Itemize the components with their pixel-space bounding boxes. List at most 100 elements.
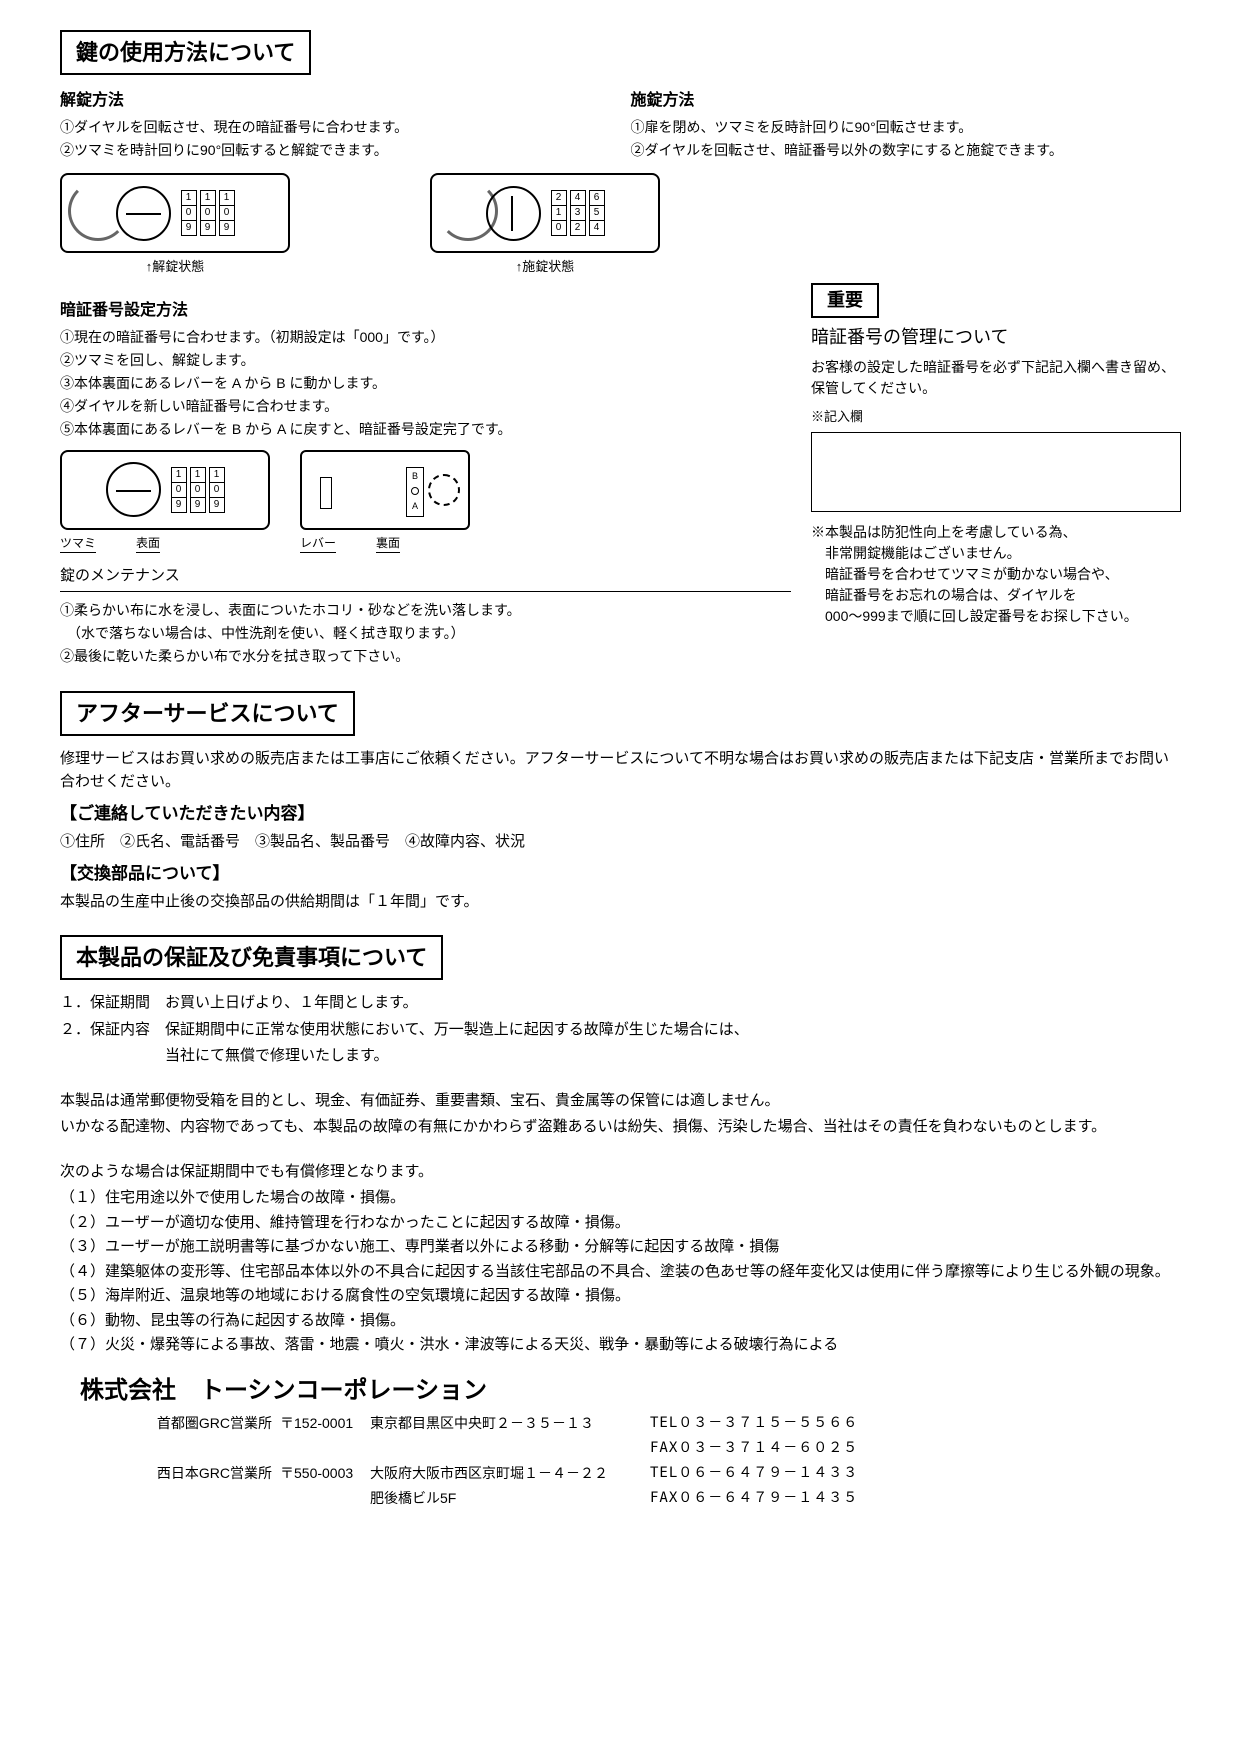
unlock-diagram: 109109109 xyxy=(60,173,290,253)
disclaimer-4: 暗証番号をお忘れの場合は、ダイヤルを xyxy=(811,585,1181,606)
front-dials: 109109109 xyxy=(171,467,225,513)
knob-icon xyxy=(106,462,161,517)
parts-text: 本製品の生産中止後の交換部品の供給期間は「１年間」です。 xyxy=(60,891,1181,914)
warranty-item: （７）火災・爆発等による事故、落雷・地震・噴火・洪水・津波等による天災、戦争・暴… xyxy=(60,1334,1181,1357)
unlock-dials: 109109109 xyxy=(181,190,235,236)
office-fax: FAX０３－３７１４－６０２５ xyxy=(650,1438,910,1459)
section-key-usage-title: 鍵の使用方法について xyxy=(60,30,311,75)
dial-digit: 5 xyxy=(590,206,604,221)
dial-digit: 4 xyxy=(590,221,604,235)
dial-digit: 1 xyxy=(201,191,215,206)
contact-heading: 【ご連絡していただきたい内容】 xyxy=(60,801,1181,827)
pin-step-1: ①現在の暗証番号に合わせます。（初期設定は「000」です。） xyxy=(60,327,791,348)
warranty-l2b: 当社にて無償で修理いたします。 xyxy=(60,1045,1181,1068)
dial-digit: 1 xyxy=(210,468,224,483)
dial-digit: 0 xyxy=(201,206,215,221)
warranty-l1: １．保証期間 お買い上日げより、１年間とします。 xyxy=(60,992,1181,1015)
parts-heading: 【交換部品について】 xyxy=(60,861,1181,887)
tsumami-label: ツマミ xyxy=(60,534,96,553)
disclaimer-1: ※本製品は防犯性向上を考慮している為、 xyxy=(811,522,1181,543)
warranty-p2a: 本製品は通常郵便物受箱を目的とし、現金、有価証券、重要書類、宝石、貴金属等の保管… xyxy=(60,1090,1181,1113)
note-input-box[interactable] xyxy=(811,432,1181,512)
office-zip: 〒152-0001 xyxy=(280,1413,370,1434)
lock-dials: 210432654 xyxy=(551,190,605,236)
pin-step-3: ③本体裏面にあるレバーを A から B に動かします。 xyxy=(60,373,791,394)
aftersvc-p1: 修理サービスはお買い求めの販売店または工事店にご依頼ください。アフターサービスに… xyxy=(60,748,1181,793)
office-name: 西日本GRC営業所 xyxy=(140,1463,280,1484)
maint-step-1b: （水で落ちない場合は、中性洗剤を使い、軽く拭き取ります。） xyxy=(60,623,791,644)
warranty-item: （６）動物、昆虫等の行為に起因する故障・損傷。 xyxy=(60,1310,1181,1333)
gear-icon xyxy=(428,474,460,506)
maint-step-2: ②最後に乾いた柔らかい布で水分を拭き取って下さい。 xyxy=(60,646,791,667)
warranty-title: 本製品の保証及び免責事項について xyxy=(60,935,443,980)
warranty-item: （５）海岸附近、温泉地等の地域における腐食性の空気環境に起因する故障・損傷。 xyxy=(60,1285,1181,1308)
disclaimer-3: 暗証番号を合わせてツマミが動かない場合や、 xyxy=(811,564,1181,585)
important-title: 暗証番号の管理について xyxy=(811,324,1181,351)
dial-digit: 0 xyxy=(182,206,196,221)
dial-digit: 0 xyxy=(191,483,205,498)
dial-digit: 9 xyxy=(191,498,205,512)
lever-a: A xyxy=(412,500,418,514)
dial-digit: 1 xyxy=(191,468,205,483)
important-line1: お客様の設定した暗証番号を必ず下記記入欄へ書き留め、保管してください。 xyxy=(811,357,1181,399)
office-addr2 xyxy=(370,1438,650,1459)
pin-step-4: ④ダイヤルを新しい暗証番号に合わせます。 xyxy=(60,396,791,417)
dial-column: 109 xyxy=(219,190,235,236)
warranty-item: （２）ユーザーが適切な使用、維持管理を行わなかったことに起因する故障・損傷。 xyxy=(60,1212,1181,1235)
office-row: 西日本GRC営業所〒550-0003大阪府大阪市西区京町堀１－４－２２TEL０６… xyxy=(140,1463,1181,1484)
dial-digit: 9 xyxy=(182,221,196,235)
lever-b: B xyxy=(412,470,418,484)
contact-items: ①住所 ②氏名、電話番号 ③製品名、製品番号 ④故障内容、状況 xyxy=(60,831,1181,854)
dial-column: 109 xyxy=(200,190,216,236)
dial-column: 109 xyxy=(181,190,197,236)
dial-digit: 9 xyxy=(172,498,186,512)
office-addr: 東京都目黒区中央町２－３５－１３ xyxy=(370,1413,650,1434)
unlock-caption: ↑解錠状態 xyxy=(60,257,290,277)
lock-heading: 施錠方法 xyxy=(631,89,1182,113)
dial-digit: 4 xyxy=(571,191,585,206)
dial-digit: 6 xyxy=(590,191,604,206)
dial-digit: 9 xyxy=(210,498,224,512)
back-label: 裏面 xyxy=(376,534,400,553)
company-name: 株式会社 トーシンコーポレーション xyxy=(80,1373,1181,1409)
back-diagram: B A xyxy=(300,450,470,530)
knob-icon xyxy=(116,186,171,241)
front-label: 表面 xyxy=(136,534,160,553)
divider xyxy=(60,591,791,592)
office-zip: 〒550-0003 xyxy=(280,1463,370,1484)
dial-column: 109 xyxy=(171,467,187,513)
warranty-item: （４）建築躯体の変形等、住宅部品本体以外の不具合に起因する当該住宅部品の不具合、… xyxy=(60,1261,1181,1284)
office-tel: TEL０６－６４７９－１４３３ xyxy=(650,1463,910,1484)
dial-column: 109 xyxy=(209,467,225,513)
dial-digit: 2 xyxy=(552,191,566,206)
dial-digit: 1 xyxy=(552,206,566,221)
knob-icon xyxy=(486,186,541,241)
paid-heading: 次のような場合は保証期間中でも有償修理となります。 xyxy=(60,1161,1181,1184)
unlock-heading: 解錠方法 xyxy=(60,89,611,113)
dial-column: 654 xyxy=(589,190,605,236)
maint-step-1: ①柔らかい布に水を浸し、表面についたホコリ・砂などを洗い落します。 xyxy=(60,600,791,621)
unlock-step-1: ①ダイヤルを回転させ、現在の暗証番号に合わせます。 xyxy=(60,117,611,138)
dial-digit: 1 xyxy=(182,191,196,206)
dial-digit: 0 xyxy=(220,206,234,221)
dial-digit: 1 xyxy=(172,468,186,483)
lever-label: レバー xyxy=(300,534,336,553)
important-box: 重要 xyxy=(811,283,879,318)
dial-digit: 9 xyxy=(201,221,215,235)
warranty-p2b: いかなる配達物、内容物であっても、本製品の故障の有無にかかわらず盗難あるいは紛失… xyxy=(60,1116,1181,1139)
dial-digit: 0 xyxy=(210,483,224,498)
dial-column: 210 xyxy=(551,190,567,236)
office-row: 肥後橋ビル5FFAX０６－６４７９－１４３５ xyxy=(140,1488,1181,1509)
lever-dot-icon xyxy=(411,487,419,495)
office-addr: 大阪府大阪市西区京町堀１－４－２２ xyxy=(370,1463,650,1484)
lock-step-2: ②ダイヤルを回転させ、暗証番号以外の数字にすると施錠できます。 xyxy=(631,140,1182,161)
lock-caption: ↑施錠状態 xyxy=(430,257,660,277)
maintenance-heading: 錠のメンテナンス xyxy=(60,565,791,588)
warranty-item: （１）住宅用途以外で使用した場合の故障・損傷。 xyxy=(60,1187,1181,1210)
office-row: FAX０３－３７１４－６０２５ xyxy=(140,1438,1181,1459)
dial-digit: 0 xyxy=(552,221,566,235)
office-tel: TEL０３－３７１５－５５６６ xyxy=(650,1413,910,1434)
disclaimer-2: 非常開錠機能はございません。 xyxy=(811,543,1181,564)
pin-heading: 暗証番号設定方法 xyxy=(60,299,791,323)
office-name: 首都圏GRC営業所 xyxy=(140,1413,280,1434)
